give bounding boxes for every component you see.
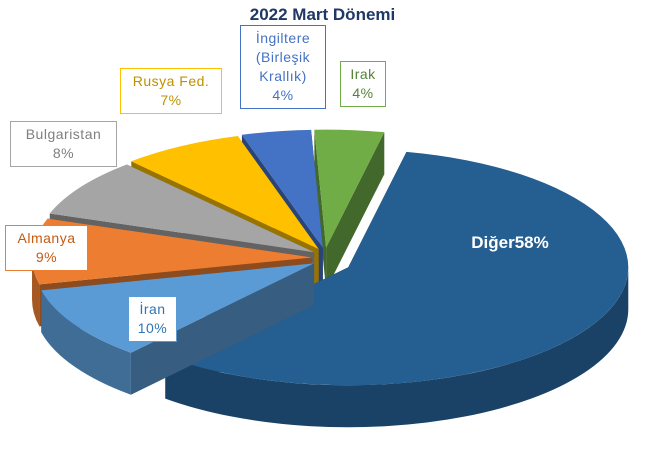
data-label: İran 10% [128,296,177,342]
data-label: Irak 4% [340,61,386,107]
label-name: Rusya Fed. [132,73,210,89]
label-value: 58% [514,233,549,252]
label-name: İngiltere (Birleşik Krallık) [255,30,311,84]
slice [49,164,315,253]
data-label: Diğer58% [450,230,570,256]
label-value: 4% [272,87,294,103]
slice [32,218,313,285]
data-label: İngiltere (Birleşik Krallık) 4% [240,25,326,109]
slice [314,129,385,248]
slice-side [326,132,385,290]
chart-title: 2022 Mart Dönemi [249,5,396,24]
data-label: Almanya 9% [5,225,88,271]
slice [165,151,629,386]
slice [241,129,323,248]
label-name: Irak [350,66,376,82]
data-label: Bulgaristan 8% [10,121,117,167]
label-value: 4% [352,85,374,101]
label-value: 10% [137,320,168,336]
label-value: 7% [160,92,182,108]
slice-wall [32,257,40,327]
slice-wall [41,290,131,395]
label-name: Almanya [17,230,76,246]
label-value: 8% [52,145,75,161]
slice-side [314,129,327,290]
slice [131,135,319,249]
label-name: Bulgaristan [25,126,102,142]
label-value: 9% [35,249,58,265]
slice-wall [165,267,629,428]
data-label: Rusya Fed. 7% [120,68,222,114]
label-name: İran [139,301,166,317]
label-name: Diğer [471,233,515,252]
slice [41,263,314,353]
